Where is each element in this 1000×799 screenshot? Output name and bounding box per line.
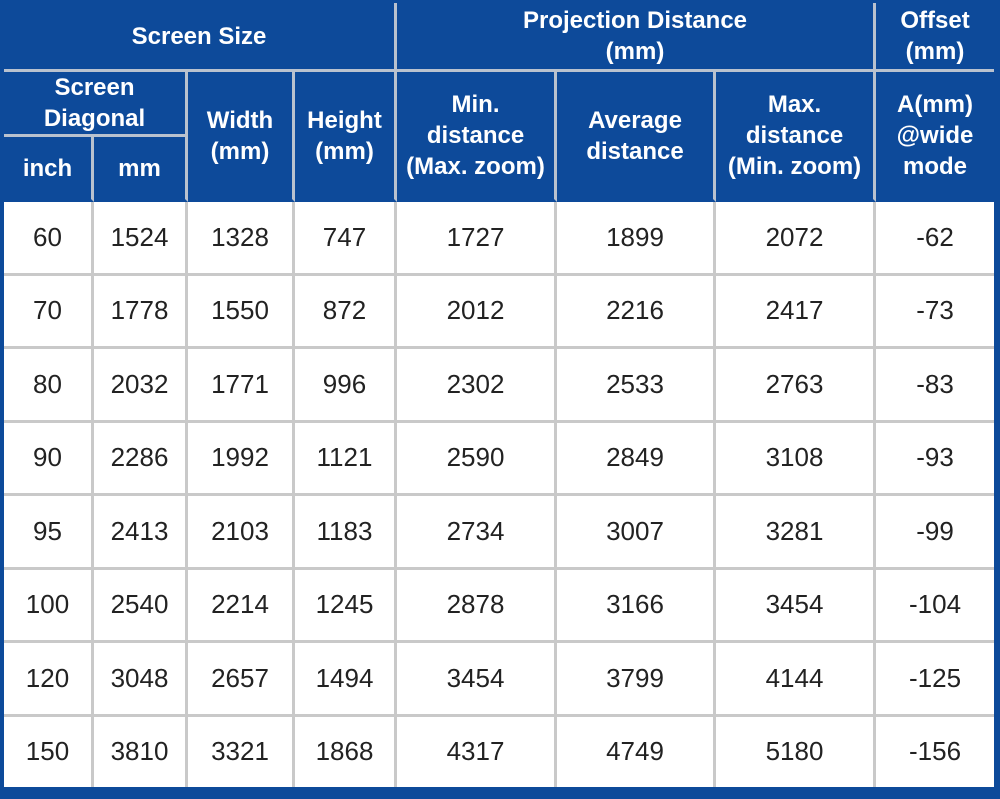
cell-width: 2657	[188, 643, 295, 717]
table-row: 60 1524 1328 747 1727 1899 2072 -62	[4, 202, 995, 276]
header-average-distance: Average distance	[557, 72, 716, 202]
header-min-distance-label: Min. distance (Max. zoom)	[406, 91, 545, 180]
cell-mm: 3048	[94, 643, 188, 717]
cell-mm: 1778	[94, 275, 188, 349]
header-average-distance-label: Average distance	[586, 106, 684, 165]
header-offset: Offset (mm)	[876, 3, 995, 72]
header-projection-distance: Projection Distance (mm)	[397, 3, 877, 72]
header-offset-a: A(mm) @wide mode	[876, 72, 995, 202]
header-screen-size-label: Screen Size	[131, 22, 267, 50]
header-screen-diagonal-label: Screen Diagonal	[43, 74, 146, 132]
cell-min-distance: 3454	[397, 643, 557, 717]
cell-inch: 90	[4, 422, 94, 496]
header-mm: mm	[94, 137, 188, 202]
cell-average-distance: 2849	[557, 422, 716, 496]
cell-width: 2103	[188, 496, 295, 570]
table-row: 95 2413 2103 1183 2734 3007 3281 -99	[4, 496, 995, 570]
header-max-distance-label: Max. distance (Min. zoom)	[727, 91, 862, 180]
cell-max-distance: 3108	[716, 422, 877, 496]
cell-average-distance: 3799	[557, 643, 716, 717]
header-height: Height (mm)	[295, 72, 397, 202]
cell-max-distance: 4144	[716, 643, 877, 717]
cell-min-distance: 4317	[397, 716, 557, 787]
header-screen-diagonal: Screen Diagonal	[4, 72, 188, 137]
cell-max-distance: 3281	[716, 496, 877, 570]
cell-average-distance: 2216	[557, 275, 716, 349]
cell-height: 1245	[295, 569, 397, 643]
cell-mm: 2413	[94, 496, 188, 570]
cell-width: 3321	[188, 716, 295, 787]
cell-width: 1550	[188, 275, 295, 349]
cell-max-distance: 5180	[716, 716, 877, 787]
cell-width: 2214	[188, 569, 295, 643]
cell-width: 1771	[188, 349, 295, 423]
cell-height: 1183	[295, 496, 397, 570]
cell-inch: 70	[4, 275, 94, 349]
cell-min-distance: 2878	[397, 569, 557, 643]
cell-inch: 150	[4, 716, 94, 787]
header-height-label: Height (mm)	[307, 106, 382, 165]
cell-mm: 2032	[94, 349, 188, 423]
header-inch-label: inch	[22, 154, 73, 182]
header-offset-a-label: A(mm) @wide mode	[896, 91, 974, 180]
table-body: 60 1524 1328 747 1727 1899 2072 -62 70 1778 1550 87…	[4, 202, 995, 787]
cell-offset: -62	[876, 202, 995, 276]
cell-average-distance: 4749	[557, 716, 716, 787]
table-row: 80 2032 1771 996 2302 2533 2763 -83	[4, 349, 995, 423]
header-min-distance: Min. distance (Max. zoom)	[397, 72, 557, 202]
cell-width: 1992	[188, 422, 295, 496]
cell-offset: -99	[876, 496, 995, 570]
cell-min-distance: 2734	[397, 496, 557, 570]
cell-offset: -83	[876, 349, 995, 423]
cell-max-distance: 2763	[716, 349, 877, 423]
cell-average-distance: 3007	[557, 496, 716, 570]
cell-offset: -93	[876, 422, 995, 496]
cell-inch: 100	[4, 569, 94, 643]
cell-height: 1121	[295, 422, 397, 496]
cell-mm: 2540	[94, 569, 188, 643]
cell-height: 1868	[295, 716, 397, 787]
cell-average-distance: 2533	[557, 349, 716, 423]
cell-min-distance: 2302	[397, 349, 557, 423]
cell-min-distance: 1727	[397, 202, 557, 276]
cell-min-distance: 2012	[397, 275, 557, 349]
cell-max-distance: 2072	[716, 202, 877, 276]
projection-distance-table: Screen Size Projection Distance (mm) Off…	[4, 3, 995, 787]
table-row: 70 1778 1550 872 2012 2216 2417 -73	[4, 275, 995, 349]
cell-offset: -104	[876, 569, 995, 643]
cell-offset: -156	[876, 716, 995, 787]
cell-average-distance: 3166	[557, 569, 716, 643]
header-offset-label: Offset (mm)	[900, 7, 970, 65]
cell-width: 1328	[188, 202, 295, 276]
table-row: 120 3048 2657 1494 3454 3799 4144 -125	[4, 643, 995, 717]
cell-inch: 80	[4, 349, 94, 423]
cell-inch: 95	[4, 496, 94, 570]
cell-height: 747	[295, 202, 397, 276]
table-row: 150 3810 3321 1868 4317 4749 5180 -156	[4, 716, 995, 787]
cell-mm: 3810	[94, 716, 188, 787]
table-row: 90 2286 1992 1121 2590 2849 3108 -93	[4, 422, 995, 496]
header-width: Width (mm)	[188, 72, 295, 202]
cell-inch: 120	[4, 643, 94, 717]
cell-height: 872	[295, 275, 397, 349]
cell-max-distance: 2417	[716, 275, 877, 349]
header-max-distance: Max. distance (Min. zoom)	[716, 72, 877, 202]
cell-height: 996	[295, 349, 397, 423]
cell-offset: -73	[876, 275, 995, 349]
header-width-label: Width (mm)	[206, 106, 274, 165]
header-screen-size: Screen Size	[4, 3, 397, 72]
cell-mm: 2286	[94, 422, 188, 496]
header-projection-distance-label: Projection Distance (mm)	[522, 7, 748, 65]
cell-mm: 1524	[94, 202, 188, 276]
cell-max-distance: 3454	[716, 569, 877, 643]
cell-offset: -125	[876, 643, 995, 717]
cell-inch: 60	[4, 202, 94, 276]
table-row: 100 2540 2214 1245 2878 3166 3454 -104	[4, 569, 995, 643]
header-inch: inch	[4, 137, 94, 202]
cell-min-distance: 2590	[397, 422, 557, 496]
header-mm-label: mm	[118, 154, 161, 182]
cell-height: 1494	[295, 643, 397, 717]
cell-average-distance: 1899	[557, 202, 716, 276]
